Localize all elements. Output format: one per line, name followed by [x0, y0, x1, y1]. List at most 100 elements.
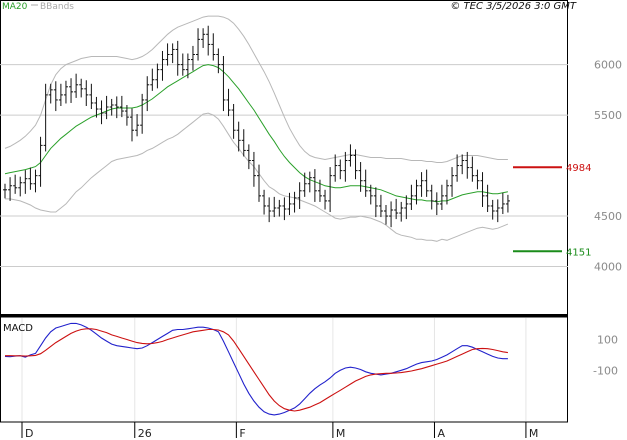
price-bar [135, 114, 140, 137]
price-bar [302, 172, 307, 197]
price-bar [23, 170, 28, 194]
x-tick-label: D [25, 427, 33, 440]
price-panel-frame [0, 0, 568, 315]
price-bar [94, 96, 99, 118]
price-bar [262, 189, 267, 215]
price-bar [119, 95, 124, 118]
price-bar [226, 88, 231, 117]
price-bar [409, 184, 414, 210]
price-bar [384, 204, 388, 225]
price-bar [297, 182, 302, 209]
price-bar [439, 184, 444, 210]
price-bar [124, 104, 129, 126]
price-bar [79, 78, 84, 98]
macd-y-tick-label: 100 [597, 334, 618, 347]
price-bar [450, 167, 455, 197]
macd-y-tick-label: -100 [593, 364, 618, 377]
price-y-ticks: 6000 5500 4500 4000 [594, 59, 622, 274]
price-y-tick-label: 5500 [594, 109, 622, 122]
price-bar [470, 156, 475, 182]
price-bar [165, 43, 170, 66]
price-bar [323, 189, 328, 210]
price-bar [363, 169, 368, 197]
price-bar [38, 136, 43, 187]
legend-bbands: BBands [40, 2, 74, 12]
price-bar [84, 80, 89, 106]
price-bar [480, 172, 485, 207]
price-bar [246, 144, 251, 170]
price-bar [378, 194, 383, 218]
bband-upper-line [4, 15, 508, 163]
macd-lines [4, 322, 508, 416]
price-y-tick-label: 6000 [594, 59, 622, 72]
price-bar [495, 199, 500, 223]
macd-y-ticks: 100 -100 [593, 334, 618, 378]
price-bar [231, 103, 236, 139]
price-bar [505, 194, 510, 213]
price-bar [282, 197, 287, 221]
price-bar [33, 169, 38, 193]
price-bar [277, 199, 282, 217]
price-bar [389, 201, 394, 228]
price-bar [74, 73, 79, 98]
price-bar [180, 53, 185, 76]
price-bar [292, 191, 297, 213]
price-bar [394, 198, 399, 220]
x-tick-label: F [239, 427, 245, 440]
price-bar [257, 164, 261, 202]
price-bar [333, 154, 338, 182]
price-bar [251, 151, 256, 187]
price-bar [399, 201, 404, 222]
price-bar [104, 95, 109, 120]
bollinger-bands [4, 15, 509, 242]
price-bar [312, 169, 317, 202]
price-bar [145, 76, 150, 112]
price-bar [429, 184, 434, 210]
price-bar [444, 179, 449, 205]
price-bar [455, 154, 460, 182]
price-bar [18, 176, 23, 197]
price-bar [272, 196, 277, 218]
price-bar [8, 177, 13, 201]
macd-title: MACD [3, 323, 33, 334]
price-bar [241, 129, 246, 157]
price-bar [89, 83, 94, 110]
ma20-line [4, 64, 508, 203]
price-bar [373, 187, 378, 218]
grid-lines [0, 64, 568, 421]
price-bar [170, 43, 175, 64]
price-bar [63, 80, 68, 104]
price-bar [190, 45, 195, 71]
price-bar [48, 83, 53, 104]
x-tick-label: M [529, 427, 539, 440]
x-tick-label: M [336, 427, 346, 440]
price-bar [130, 108, 134, 142]
price-bar [99, 100, 104, 125]
price-bar [28, 167, 33, 190]
price-bar [307, 171, 312, 193]
price-bar [201, 28, 206, 48]
price-bar [353, 149, 358, 180]
macd-line [4, 322, 508, 416]
price-bar [414, 179, 419, 205]
bband-lower-line [5, 112, 509, 242]
price-bar [419, 172, 424, 197]
price-bar [206, 25, 211, 56]
price-bar [424, 169, 429, 197]
price-bar [140, 93, 145, 134]
legend-ma20: MA20 [2, 2, 28, 12]
price-y-tick-label: 4500 [594, 210, 622, 223]
price-bar [221, 56, 226, 112]
price-bar [53, 81, 58, 112]
x-tick-label: 26 [138, 427, 152, 440]
x-tick-label: A [437, 427, 445, 440]
price-bar [465, 151, 470, 179]
price-bar [358, 162, 363, 192]
price-bar [348, 144, 353, 167]
price-bar [114, 96, 119, 119]
price-bar [460, 154, 465, 175]
price-bar [155, 63, 160, 89]
price-bar [150, 68, 155, 91]
price-bar [216, 48, 221, 74]
price-bar [3, 183, 7, 199]
